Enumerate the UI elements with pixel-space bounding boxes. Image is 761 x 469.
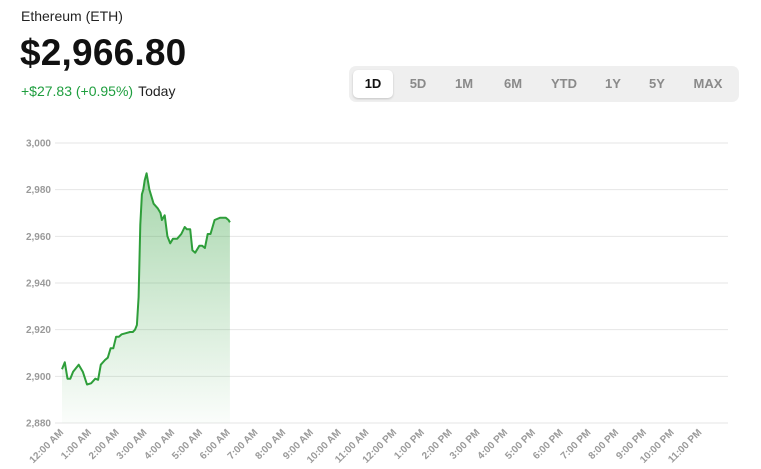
price-change-row: +$27.83 (+0.95%) Today [21,83,175,99]
asset-name: Ethereum (ETH) [21,8,123,24]
period-label: Today [138,83,176,99]
time-range-selector: 1D 5D 1M 6M YTD 1Y 5Y MAX [349,66,739,102]
y-tick-label: 2,920 [26,325,51,336]
y-axis-ticks: 2,880 2,900 2,920 2,940 2,960 2,980 3,000 [26,139,51,430]
y-tick-label: 2,980 [26,185,51,196]
price-area-fill [62,173,230,423]
range-tab-5d[interactable]: 5D [409,76,427,91]
price-change: +$27.83 (+0.95%) [21,83,134,99]
y-tick-label: 2,900 [26,372,51,383]
range-tab-1y[interactable]: 1Y [605,76,621,91]
range-tab-1d[interactable]: 1D [353,70,393,98]
price-line [61,172,231,386]
y-tick-label: 2,880 [26,419,51,430]
x-tick-label: 12:00 AM [28,427,67,466]
range-tab-5y[interactable]: 5Y [649,76,665,91]
x-axis-ticks: 12:00 AM1:00 AM2:00 AM3:00 AM4:00 AM5:00… [28,427,705,466]
y-tick-label: 2,960 [26,232,51,243]
y-tick-label: 2,940 [26,279,51,290]
range-tab-1m[interactable]: 1M [454,76,474,91]
current-price: $2,966.80 [20,32,187,73]
range-tab-ytd[interactable]: YTD [551,76,577,91]
range-tab-6m[interactable]: 6M [503,76,523,91]
range-tab-max[interactable]: MAX [693,76,723,91]
y-tick-label: 3,000 [26,139,51,150]
